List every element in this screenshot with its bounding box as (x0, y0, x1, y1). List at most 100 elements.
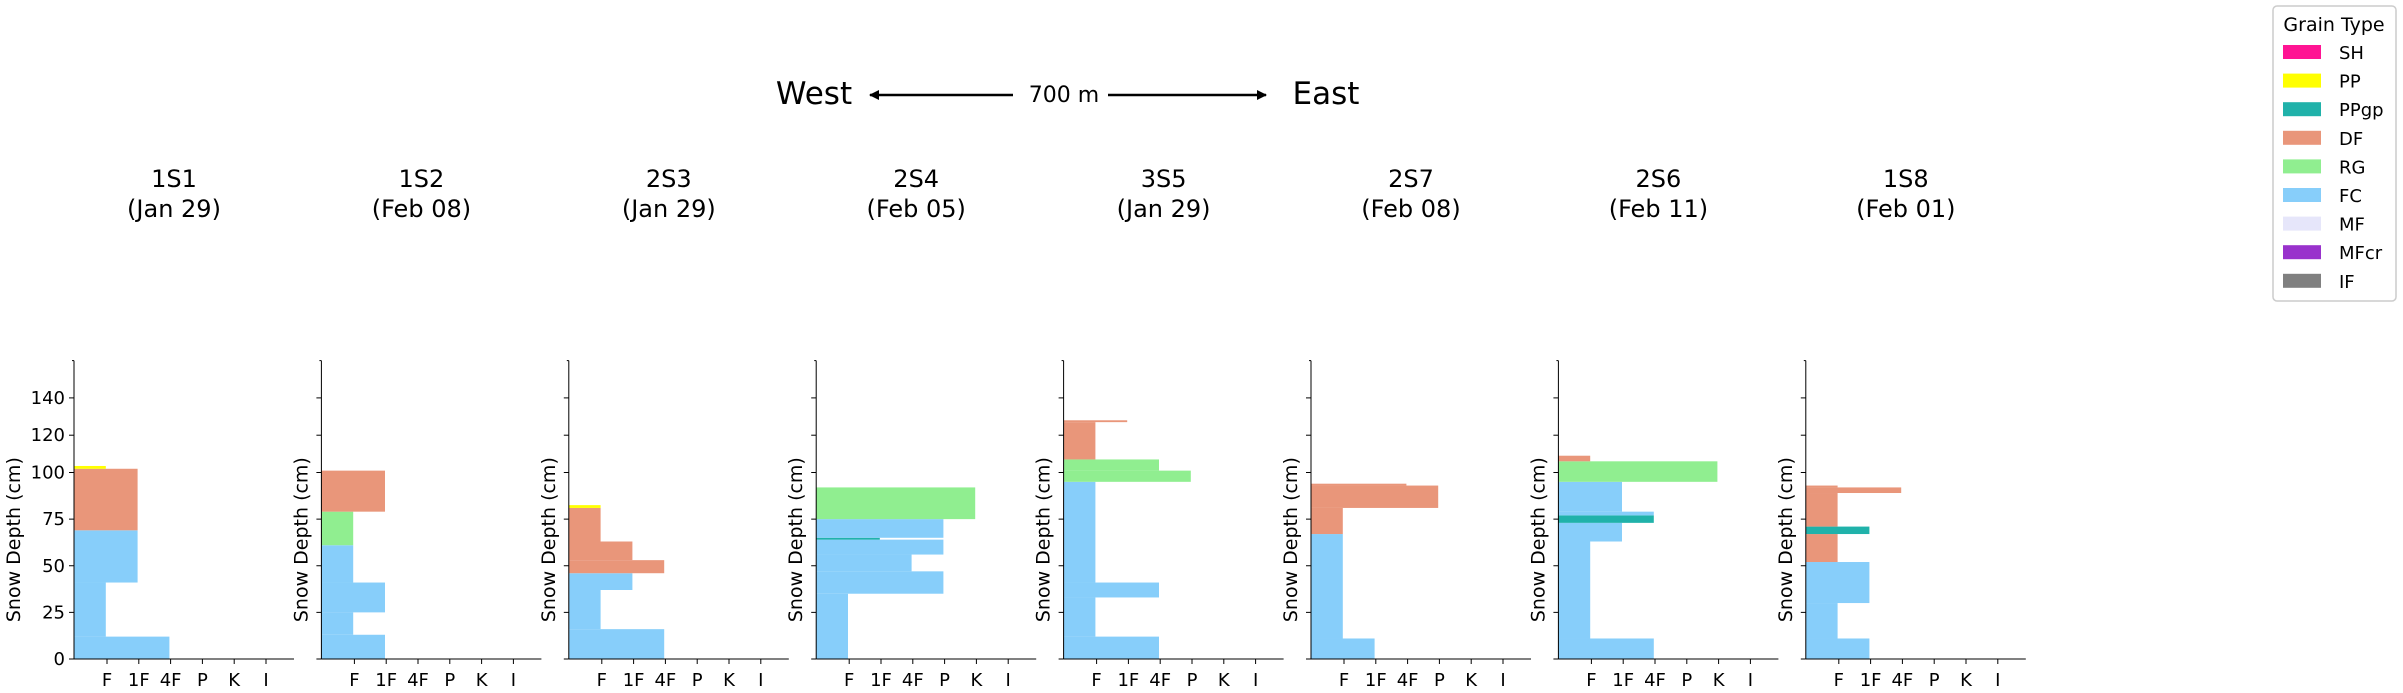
layer-FC (1558, 481, 1622, 512)
legend-swatch-FC (2283, 188, 2321, 202)
legend-swatch-MF (2283, 216, 2321, 231)
panel-title: 1S1 (151, 165, 197, 193)
layer-FC (568, 629, 665, 659)
x-tick-label: F (1339, 670, 1349, 691)
x-tick-label: I (758, 670, 763, 691)
y-axis-label: Snow Depth (cm) (1033, 457, 1055, 622)
layer-DF (1311, 483, 1407, 486)
x-tick-label: K (1713, 670, 1726, 691)
y-axis-label: Snow Depth (cm) (1775, 457, 1797, 622)
layer-DF (1311, 507, 1343, 535)
layer-FC (321, 634, 385, 659)
layer-DF (1311, 485, 1439, 508)
y-tick-label: 140 (31, 388, 65, 409)
panel-date: (Feb 08) (372, 195, 471, 223)
panel-date: (Feb 11) (1609, 195, 1708, 223)
legend-swatch-SH (2283, 45, 2321, 59)
x-tick-label: 4F (1149, 670, 1171, 691)
layer-DF (568, 560, 665, 574)
panel-title: 2S3 (646, 165, 692, 193)
x-tick-label: F (1834, 670, 1844, 691)
y-tick-label: 75 (42, 509, 65, 530)
panel-title: 2S4 (893, 165, 939, 193)
legend-label-PP: PP (2339, 72, 2361, 93)
x-tick-label: K (970, 670, 983, 691)
x-tick-label: 4F (1397, 670, 1419, 691)
x-tick-label: 4F (160, 670, 182, 691)
panel-date: (Jan 29) (1117, 195, 1211, 223)
x-tick-label: F (349, 670, 359, 691)
layer-RG (816, 487, 976, 520)
layer-FC (1063, 481, 1096, 583)
legend-swatch-MFcr (2283, 245, 2321, 260)
profile-panel-3S5: 3S5(Jan 29) Snow Depth (cm) F 1F 4F P K I (1033, 165, 1284, 691)
legend-swatch-IF (2283, 273, 2321, 288)
x-tick-label: I (1995, 670, 2000, 691)
x-tick-label: I (1500, 670, 1505, 691)
layer-DF (1063, 420, 1128, 423)
profile-panel-2S4: 2S4(Feb 05) Snow Depth (cm) F 1F 4F P K I (785, 165, 1037, 691)
x-tick-label: K (228, 670, 241, 691)
layer-RG (321, 511, 354, 546)
x-tick-label: I (1253, 670, 1258, 691)
y-axis-label: Snow Depth (cm) (290, 457, 312, 622)
x-tick-label: K (1465, 670, 1478, 691)
layer-DF (1805, 534, 1838, 563)
legend-swatch-DF (2283, 130, 2321, 145)
x-tick-label: F (597, 670, 607, 691)
layer-DF (568, 507, 601, 542)
x-tick-label: 4F (654, 670, 676, 691)
layer-RG (1063, 470, 1191, 482)
layer-FC (816, 554, 912, 572)
y-axis-label: Snow Depth (cm) (785, 457, 807, 622)
x-tick-label: 4F (407, 670, 429, 691)
panel-title: 2S7 (1388, 165, 1434, 193)
layer-FC (321, 582, 385, 613)
panel-date: (Feb 05) (867, 195, 966, 223)
layer-FC (321, 612, 354, 635)
x-tick-label: K (1960, 670, 1973, 691)
layer-PP (568, 505, 601, 508)
layer-PPgp (1558, 515, 1654, 523)
x-tick-label: P (1187, 670, 1198, 691)
layer-FC (1805, 638, 1870, 659)
legend-items: SH PP PPgp DF RG FC MF MFcr IF (2283, 43, 2384, 293)
panel-title: 2S6 (1636, 165, 1682, 193)
x-tick-label: 1F (870, 670, 892, 691)
legend-label-MFcr: MFcr (2339, 243, 2383, 264)
panel-date: (Jan 29) (622, 195, 716, 223)
x-tick-label: I (511, 670, 516, 691)
legend-label-PPgp: PPgp (2339, 100, 2384, 121)
x-tick-label: F (844, 670, 854, 691)
west-label: West (776, 76, 852, 112)
east-label: East (1293, 76, 1360, 112)
layer-FC (1063, 636, 1159, 659)
layer-RG (1558, 461, 1718, 482)
layer-PPgp (1805, 526, 1870, 535)
layer-FC (1558, 511, 1654, 516)
y-axis-label: Snow Depth (cm) (1527, 457, 1549, 622)
x-tick-label: K (1218, 670, 1231, 691)
layer-FC (816, 539, 944, 555)
y-tick-label: 25 (42, 602, 65, 623)
y-tick-label: 100 (31, 463, 65, 484)
distance-label: 700 m (1029, 83, 1099, 108)
profile-panel-2S6: 2S6(Feb 11) Snow Depth (cm) F 1F 4F P K I (1527, 165, 1779, 691)
layer-FC (1805, 562, 1870, 604)
x-tick-label: 1F (1860, 670, 1882, 691)
layer-FC (321, 545, 354, 583)
x-tick-label: 1F (128, 670, 150, 691)
layer-DF (568, 541, 633, 561)
x-tick-label: K (723, 670, 736, 691)
legend-label-IF: IF (2339, 272, 2355, 293)
x-tick-label: 1F (1612, 670, 1634, 691)
panel-date: (Feb 08) (1361, 195, 1460, 223)
layer-FC (1558, 541, 1591, 639)
profile-panel-2S3: 2S3(Jan 29) Snow Depth (cm) F 1F 4F P K I (538, 165, 789, 691)
x-tick-label: 1F (375, 670, 397, 691)
layer-DF (1805, 493, 1838, 527)
y-axis-label: Snow Depth (cm) (1280, 457, 1302, 622)
x-tick-label: F (1091, 670, 1101, 691)
x-tick-label: F (102, 670, 112, 691)
